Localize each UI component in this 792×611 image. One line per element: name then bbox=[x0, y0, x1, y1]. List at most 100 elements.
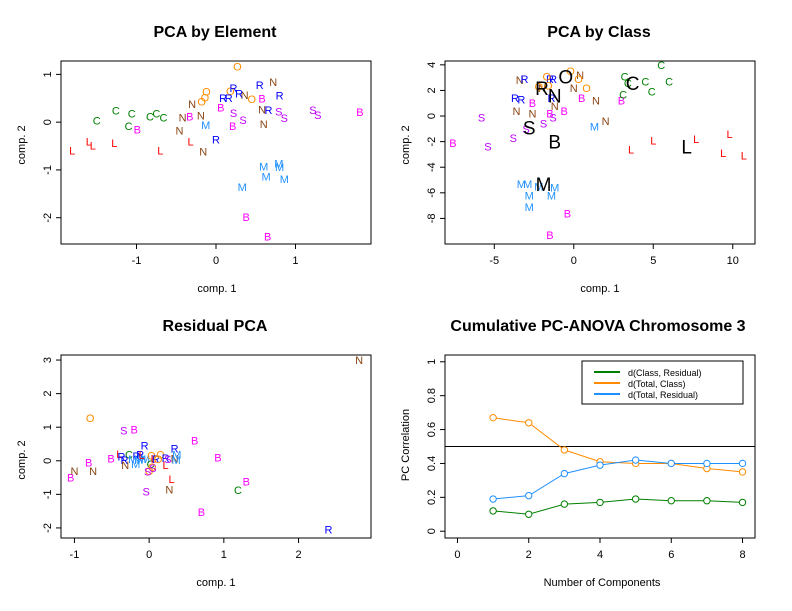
title: Residual PCA bbox=[163, 318, 268, 335]
y-tick-label: -2 bbox=[42, 523, 54, 533]
point-label-M: M bbox=[261, 172, 270, 184]
point-label-N: N bbox=[551, 101, 559, 113]
point-label-L: L bbox=[69, 145, 75, 157]
x-tick-label: 0 bbox=[454, 549, 460, 561]
x-tick-label: 2 bbox=[295, 549, 301, 561]
point-label-O: O bbox=[201, 92, 210, 104]
point-label-R: R bbox=[219, 93, 227, 105]
point-label-B: B bbox=[546, 230, 553, 242]
point-label-R: R bbox=[230, 83, 238, 95]
point-label-L: L bbox=[151, 453, 157, 465]
point-label-C: C bbox=[641, 76, 649, 88]
plot-frame bbox=[444, 60, 756, 245]
x-tick-label: -5 bbox=[489, 255, 499, 267]
title: PCA by Class bbox=[547, 24, 651, 41]
point-label-S: S bbox=[144, 467, 151, 479]
point-label-C: C bbox=[125, 121, 133, 133]
y-tick-label: 0 bbox=[426, 528, 438, 534]
point-label-C: C bbox=[234, 485, 242, 497]
point-label-O: O bbox=[542, 71, 551, 83]
y-tick-label: 1 bbox=[42, 424, 54, 430]
point-label-S: S bbox=[164, 454, 171, 466]
point-label-L: L bbox=[163, 460, 169, 472]
point-label-B: B bbox=[107, 453, 114, 465]
series-point bbox=[667, 459, 675, 468]
series-line bbox=[493, 498, 743, 515]
x-axis-label: Number of Components bbox=[544, 577, 661, 589]
point-label-M: M bbox=[128, 454, 137, 466]
point-label-B: B bbox=[529, 98, 536, 110]
point-label-R: R bbox=[152, 454, 160, 466]
point-label-O: O bbox=[544, 80, 553, 92]
series-point bbox=[667, 497, 675, 505]
point-label-B: B bbox=[198, 507, 205, 519]
x-tick-label: 6 bbox=[668, 549, 674, 561]
series-point bbox=[560, 446, 569, 454]
series-point bbox=[703, 459, 711, 468]
point-label-C: C bbox=[619, 89, 627, 101]
series-point bbox=[525, 419, 533, 427]
x-tick-label: 5 bbox=[650, 255, 656, 267]
point-label-C: C bbox=[648, 87, 656, 99]
point-label-O: O bbox=[226, 86, 235, 98]
y-tick-label: 0.4 bbox=[426, 456, 438, 471]
point-label-B: B bbox=[264, 231, 271, 243]
panel-pca-by-element: PCA by Element comp. 1 comp. 2 -1 0 1 -2 -1 0… bbox=[16, 24, 372, 295]
point-label-N: N bbox=[260, 119, 268, 131]
y-tick-label: 1 bbox=[42, 71, 54, 77]
point-label-L: L bbox=[157, 145, 163, 157]
point-label-C: C bbox=[147, 459, 155, 471]
y-axis-label: PC Correlation bbox=[400, 409, 412, 481]
point-label-M: M bbox=[259, 162, 268, 174]
point-label-N: N bbox=[538, 83, 546, 95]
point-label-N: N bbox=[241, 90, 249, 102]
y-axis-label: comp. 2 bbox=[400, 125, 412, 164]
point-label-C: C bbox=[112, 106, 120, 118]
point-label-C: C bbox=[128, 109, 136, 121]
centroid-label-O: O bbox=[558, 67, 573, 88]
x-tick-label: 0 bbox=[571, 255, 577, 267]
point-label-M: M bbox=[525, 190, 534, 202]
point-label-S: S bbox=[149, 463, 156, 475]
plot-frame bbox=[60, 60, 372, 245]
y-tick-label: -2 bbox=[426, 137, 438, 147]
point-label-N: N bbox=[269, 77, 277, 89]
x-axis-label: comp. 1 bbox=[196, 577, 235, 589]
point-label-L: L bbox=[693, 134, 699, 146]
point-label-R: R bbox=[256, 80, 264, 92]
x-tick-label: 4 bbox=[597, 549, 603, 561]
point-label-N: N bbox=[355, 355, 363, 367]
x-tick-label: 10 bbox=[727, 255, 739, 267]
series-point bbox=[738, 459, 747, 468]
title: Cumulative PC-ANOVA Chromosome 3 bbox=[450, 318, 745, 335]
point-label-R: R bbox=[132, 451, 140, 463]
point-label-O: O bbox=[154, 454, 163, 466]
centroid-label-M: M bbox=[536, 175, 552, 196]
point-label-L: L bbox=[720, 148, 726, 160]
point-label-M: M bbox=[137, 454, 146, 466]
x-tick-label: -1 bbox=[132, 255, 142, 267]
point-label-M: M bbox=[141, 454, 150, 466]
y-axis-label: comp. 2 bbox=[16, 440, 28, 479]
y-tick-label: 1 bbox=[426, 359, 438, 365]
y-tick-label: 0 bbox=[42, 458, 54, 464]
point-label-C: C bbox=[160, 112, 168, 124]
y-tick-label: -6 bbox=[426, 188, 438, 198]
point-label-S: S bbox=[510, 133, 517, 145]
point-label-O: O bbox=[247, 94, 256, 106]
point-label-B: B bbox=[578, 93, 585, 105]
series-point bbox=[631, 456, 640, 464]
point-label-S: S bbox=[522, 124, 529, 136]
point-label-O: O bbox=[148, 462, 157, 474]
point-label-R: R bbox=[276, 90, 284, 102]
point-label-S: S bbox=[230, 108, 237, 120]
y-tick-label: 4 bbox=[426, 62, 438, 68]
y-tick-label: -4 bbox=[426, 162, 438, 172]
y-tick-label: 0.8 bbox=[426, 388, 438, 403]
point-label-L: L bbox=[111, 138, 117, 150]
point-label-R: R bbox=[264, 105, 272, 117]
series-point bbox=[525, 510, 533, 518]
point-label-N: N bbox=[513, 106, 521, 118]
point-label-L: L bbox=[188, 136, 194, 148]
legend: d(Class, Residual)d(Total, Class)d(Total… bbox=[581, 360, 744, 405]
